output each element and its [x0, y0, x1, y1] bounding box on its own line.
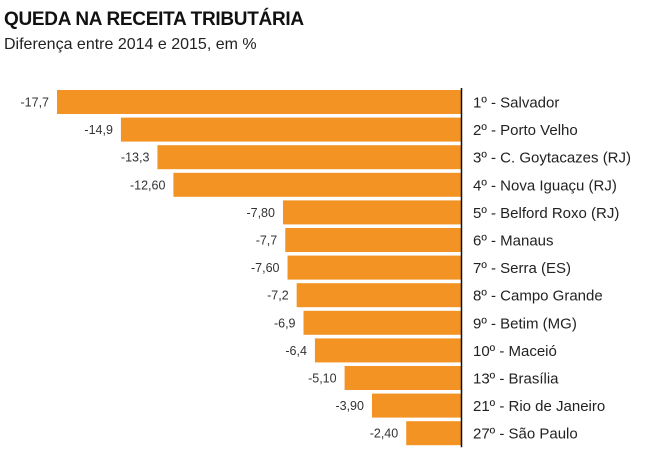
- bar: [314, 338, 461, 363]
- data-label: -13,3: [121, 151, 150, 165]
- category-label: 21º - Rio de Janeiro: [473, 398, 605, 415]
- data-label: -7,7: [256, 234, 278, 248]
- data-label: -7,80: [246, 206, 275, 220]
- data-label: -3,90: [335, 399, 364, 413]
- category-label: 5º - Belford Roxo (RJ): [473, 205, 619, 222]
- category-label: 10º - Maceió: [473, 343, 557, 360]
- data-label: -17,7: [21, 96, 50, 110]
- bar: [287, 255, 461, 280]
- data-label: -12,60: [130, 178, 165, 192]
- bar: [157, 145, 461, 170]
- data-label: -6,9: [274, 316, 296, 330]
- category-label: 9º - Betim (MG): [473, 315, 577, 332]
- data-label: -2,40: [370, 427, 399, 441]
- category-label: 2º - Porto Velho: [473, 122, 578, 139]
- bar: [282, 200, 461, 225]
- category-label: 3º - C. Goytacazes (RJ): [473, 150, 631, 167]
- data-label: -7,2: [267, 289, 289, 303]
- category-label: 7º - Serra (ES): [473, 260, 571, 277]
- bar: [57, 90, 461, 114]
- bar: [285, 228, 461, 252]
- bar: [371, 393, 461, 418]
- bar: [296, 283, 461, 308]
- category-label: 1º - Salvador: [473, 95, 559, 112]
- bar: [303, 310, 461, 335]
- chart-subtitle: Diferença entre 2014 e 2015, em %: [4, 36, 257, 53]
- bar: [173, 172, 461, 197]
- data-label: -5,10: [308, 372, 337, 386]
- category-label: 27º - São Paulo: [473, 426, 578, 443]
- bar: [120, 117, 461, 142]
- bar: [406, 421, 461, 446]
- category-label: 6º - Manaus: [473, 233, 554, 250]
- category-label: 13º - Brasília: [473, 371, 559, 388]
- chart-title: QUEDA NA RECEITA TRIBUTÁRIA: [4, 9, 304, 30]
- category-label: 8º - Campo Grande: [473, 288, 603, 305]
- data-label: -14,9: [84, 123, 113, 137]
- bar: [344, 366, 461, 390]
- data-label: -7,60: [251, 261, 280, 275]
- data-label: -6,4: [285, 344, 307, 358]
- category-label: 4º - Nova Iguaçu (RJ): [473, 177, 617, 194]
